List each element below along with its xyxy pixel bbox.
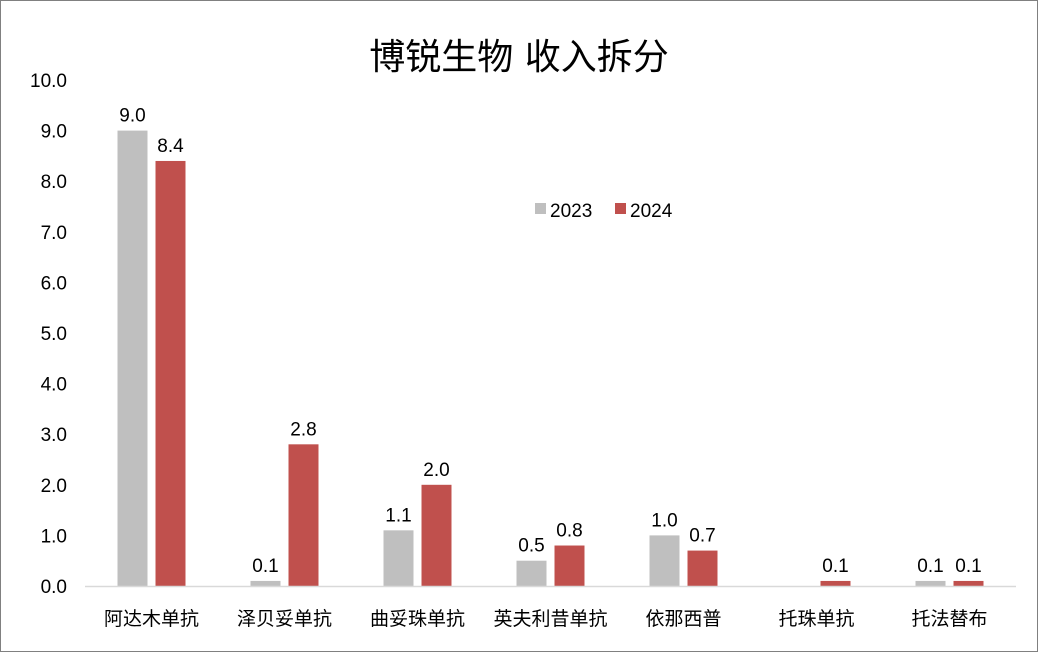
- legend-swatch-2023: [535, 203, 546, 214]
- x-category-label: 泽贝妥单抗: [237, 608, 332, 630]
- x-category-label: 托珠单抗: [778, 608, 854, 630]
- legend-label-2024: 2024: [630, 201, 673, 222]
- y-tick-label: 0.0: [41, 577, 67, 598]
- y-tick-label: 10.0: [30, 71, 67, 92]
- data-label-2024-0: 8.4: [157, 136, 184, 157]
- x-category-label: 曲妥珠单抗: [370, 608, 465, 630]
- bar-2023-2: [383, 530, 414, 586]
- y-axis: 0.0 1.0 2.0 3.0 4.0 5.0 6.0 7.0 8.0 9.0 10.0: [30, 71, 67, 598]
- bar-2023-1: [250, 580, 281, 586]
- bars: [117, 130, 984, 586]
- x-axis: 阿达木单抗 泽贝妥单抗 曲妥珠单抗 英夫利昔单抗 依那西普 托珠单抗 托法替布: [104, 608, 988, 630]
- legend-label-2023: 2023: [550, 201, 592, 222]
- y-tick-label: 7.0: [41, 223, 67, 244]
- chart-title: 博锐生物 收入拆分: [369, 37, 668, 78]
- bar-2024-2: [421, 484, 452, 586]
- data-label-2023-1: 0.1: [252, 556, 278, 577]
- y-tick-label: 6.0: [41, 273, 67, 294]
- bar-2024-4: [687, 550, 718, 586]
- y-tick-label: 3.0: [41, 425, 67, 446]
- y-tick-label: 2.0: [41, 476, 67, 497]
- x-category-label: 英夫利昔单抗: [493, 608, 607, 630]
- data-label-2023-3: 0.5: [518, 536, 544, 557]
- data-label-2023-0: 9.0: [119, 106, 145, 127]
- y-tick-label: 8.0: [41, 172, 67, 193]
- bar-2024-5: [820, 580, 851, 586]
- x-category-label: 依那西普: [645, 608, 721, 630]
- y-tick-label: 1.0: [41, 526, 67, 547]
- data-label-2024-5: 0.1: [822, 556, 848, 577]
- y-tick-label: 5.0: [41, 324, 67, 345]
- data-labels: 9.0 8.4 0.1 2.8 1.1 2.0 0.5 0.8 1.0 0.7 0.1 0.1 0.1: [119, 106, 981, 577]
- data-label-2024-1: 2.8: [290, 419, 316, 440]
- data-label-2023-4: 1.0: [651, 510, 677, 531]
- x-category-label: 阿达木单抗: [104, 608, 199, 630]
- data-label-2024-4: 0.7: [689, 526, 715, 547]
- bar-2024-3: [554, 545, 585, 586]
- data-label-2024-6: 0.1: [955, 556, 981, 577]
- data-label-2024-2: 2.0: [423, 460, 449, 481]
- bar-2023-4: [649, 535, 680, 586]
- bar-2023-6: [915, 580, 946, 586]
- y-tick-label: 4.0: [41, 375, 67, 396]
- data-label-2023-6: 0.1: [917, 556, 943, 577]
- data-label-2023-2: 1.1: [385, 505, 411, 526]
- bar-2024-0: [155, 160, 186, 586]
- bar-2023-3: [516, 560, 547, 586]
- x-category-label: 托法替布: [911, 608, 987, 630]
- bar-2023-0: [117, 130, 148, 586]
- bar-2024-6: [953, 580, 984, 586]
- data-label-2024-3: 0.8: [556, 521, 582, 542]
- bar-2024-1: [288, 444, 319, 586]
- y-tick-label: 9.0: [41, 122, 67, 143]
- legend-swatch-2024: [615, 203, 626, 214]
- legend: 2023 2024: [535, 201, 673, 222]
